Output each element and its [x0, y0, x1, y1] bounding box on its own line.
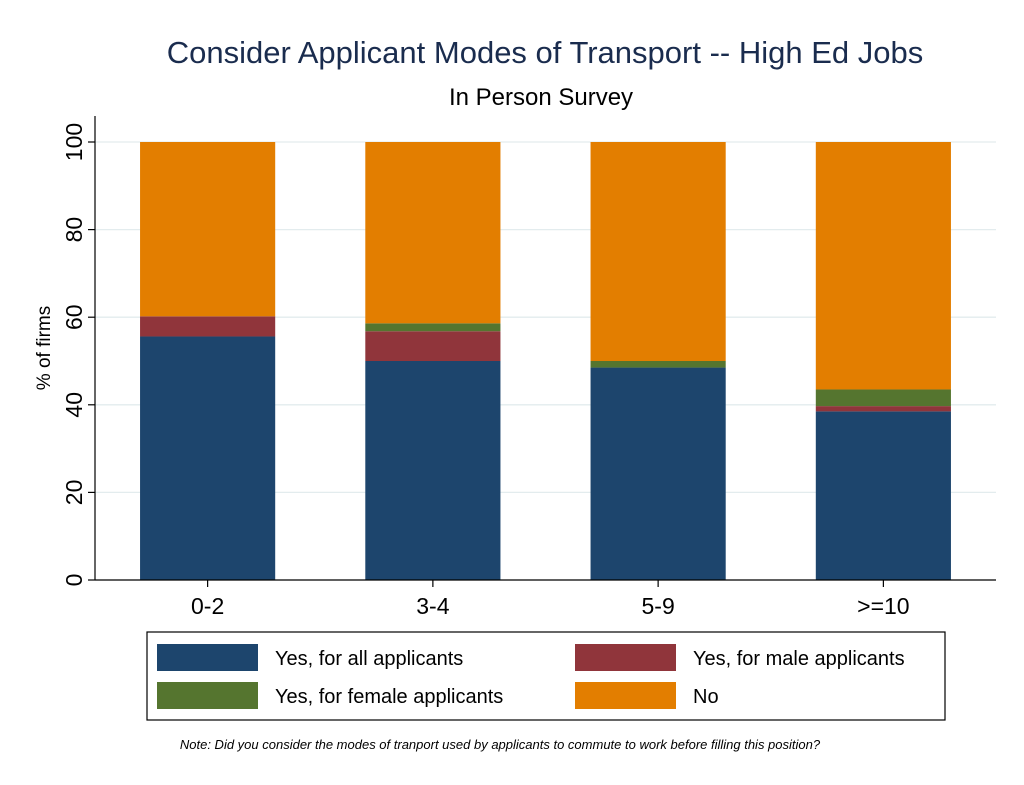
chart-title: Consider Applicant Modes of Transport --… — [167, 35, 923, 70]
legend-swatch — [157, 644, 258, 671]
y-axis-label: % of firms — [34, 306, 55, 390]
y-tick-label: 80 — [61, 217, 87, 243]
y-tick-label: 60 — [61, 304, 87, 330]
bar-segment — [365, 142, 501, 324]
legend-swatch — [575, 644, 676, 671]
bar-segment — [140, 336, 276, 580]
x-tick-label: 5-9 — [642, 593, 675, 619]
x-tick-label: >=10 — [857, 593, 909, 619]
bar-segment — [140, 142, 276, 317]
y-tick-label: 100 — [61, 123, 87, 161]
legend-swatch — [157, 682, 258, 709]
legend-label: No — [693, 686, 719, 708]
bar-segment — [365, 361, 501, 580]
x-tick-label: 0-2 — [191, 593, 224, 619]
bar-segment — [590, 361, 726, 368]
y-tick-label: 0 — [61, 574, 87, 587]
bar-segment — [815, 406, 951, 412]
legend-label: Yes, for male applicants — [693, 648, 905, 670]
bars — [140, 142, 951, 580]
bar-segment — [815, 411, 951, 580]
y-tick-label: 40 — [61, 392, 87, 418]
bar-segment — [365, 323, 501, 332]
legend: Yes, for all applicants Yes, for male app… — [157, 644, 905, 709]
bar-segment — [590, 367, 726, 580]
legend-label: Yes, for all applicants — [275, 648, 463, 670]
bar-segment — [140, 316, 276, 337]
legend-swatch — [575, 682, 676, 709]
y-tick-label: 20 — [61, 480, 87, 506]
bar-segment — [815, 389, 951, 407]
bar-segment — [590, 142, 726, 361]
y-axis-ticks: 0 20 40 60 80 100 — [61, 123, 95, 587]
legend-box — [146, 631, 946, 721]
x-tick-label: 3-4 — [416, 593, 449, 619]
bar-segment — [365, 331, 501, 361]
x-axis-ticks: 0-2 3-4 5-9 >=10 — [191, 580, 910, 619]
chart-note: Note: Did you consider the modes of tran… — [180, 737, 821, 752]
bar-segment — [815, 142, 951, 390]
chart-subtitle: In Person Survey — [449, 84, 633, 111]
legend-label: Yes, for female applicants — [275, 686, 503, 708]
